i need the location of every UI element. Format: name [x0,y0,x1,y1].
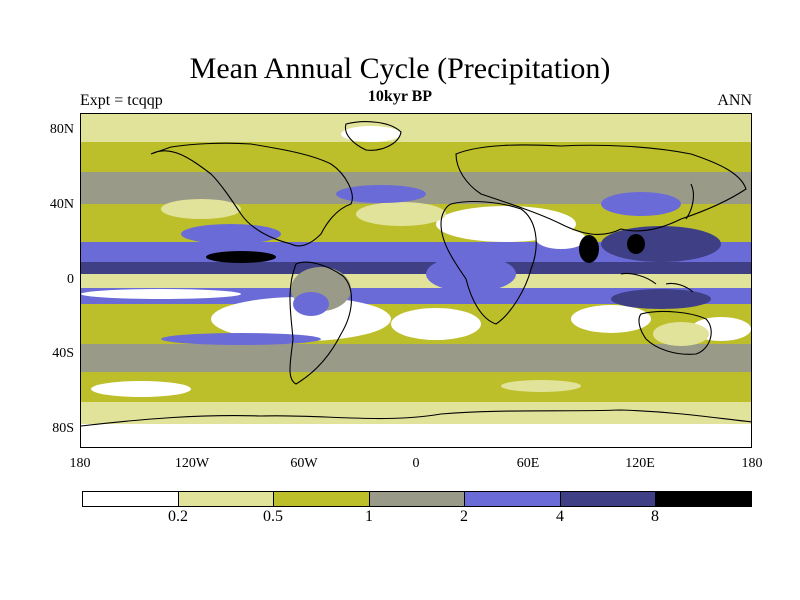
legend-tick-0-5: 0.5 [263,508,283,525]
north-pacific-subtropic [161,199,241,219]
lat-label-40s: 40S [52,346,74,361]
coastlines [81,121,751,427]
maritime-continent-wet [611,289,711,309]
greenland-dry-zone [341,126,401,142]
australia-dry-zone [653,322,709,346]
legend-swatch-4 [464,492,560,506]
lon-label-120w: 120W [174,456,210,471]
lat-label-80n: 80N [49,122,74,137]
asian-monsoon-wet-zone [601,226,721,262]
south-pacific-convergence [161,333,321,345]
lat-label-40n: 40N [49,197,74,212]
legend-swatch-6 [655,492,752,506]
antarctic-edge-band [81,402,751,424]
south-america-wet-zone [293,292,329,316]
eurasia-coast [455,144,747,235]
southern-ocean-band [81,372,751,402]
lat-label-0: 0 [67,272,74,287]
color-legend [82,491,752,507]
legend-swatch-2 [273,492,369,506]
arabia-dry-zone [536,229,586,249]
lon-label-180e: 180 [741,456,763,471]
indian-ocean-dry-zone [571,305,651,333]
south-china-sea-max [627,234,645,254]
legend-swatch-1 [177,492,274,506]
itcz-core-band [81,262,751,274]
australia-coast [638,310,712,355]
legend-tick-8: 8 [651,508,659,525]
legend-tick-1: 1 [365,508,373,525]
legend-swatch-3 [368,492,465,506]
legend-swatch-0 [83,492,178,506]
south-pacific-dry-zone [211,297,391,341]
north-america-coast [150,142,353,247]
south-tropic-band [81,288,751,304]
south-america-coast [289,261,353,385]
arctic-band [81,114,751,142]
chart-title: Mean Annual Cycle (Precipitation) [189,52,611,85]
lon-label-0: 0 [412,456,420,471]
north-atlantic-storm-track [336,185,426,203]
north-high-lat-band [81,142,751,172]
southern-ocean-light-2 [501,380,581,392]
equatorial-dry-band [81,274,751,288]
lat-label-80s: 80S [52,421,74,436]
south-atlantic-dry-zone [391,308,481,340]
central-africa-wet-zone [426,256,516,292]
legend-tick-4: 4 [556,508,564,525]
antarctica-coast [81,409,751,427]
precipitation-map [80,113,752,448]
east-pacific-itcz-max [206,251,276,263]
north-atlantic-subtropic [356,202,446,226]
indonesia-coast [620,272,694,293]
antarctica-band [81,424,751,447]
japan-coast [685,183,695,220]
bay-of-bengal-max [579,235,599,263]
lon-label-120e: 120E [625,456,655,471]
south-mid-lat-band [81,344,751,372]
chart-subtitle: 10kyr BP [367,88,433,105]
lon-label-60e: 60E [516,456,540,471]
legend-swatch-5 [559,492,656,506]
equatorial-pacific-dry-zone [81,289,241,299]
north-pacific-storm-track [181,224,281,244]
east-asia-wet-zone [601,192,681,216]
legend-tick-2: 2 [460,508,468,525]
lon-label-180w: 180 [69,456,91,471]
southern-ocean-white-1 [91,381,191,397]
map-svg [81,114,751,447]
africa-coast [440,200,537,325]
greenland-coast [344,121,402,151]
lon-label-60w: 60W [290,456,318,471]
legend-tick-0-2: 0.2 [168,508,188,525]
experiment-label: Expt = tcqqp [80,92,163,109]
season-label: ANN [717,92,752,109]
